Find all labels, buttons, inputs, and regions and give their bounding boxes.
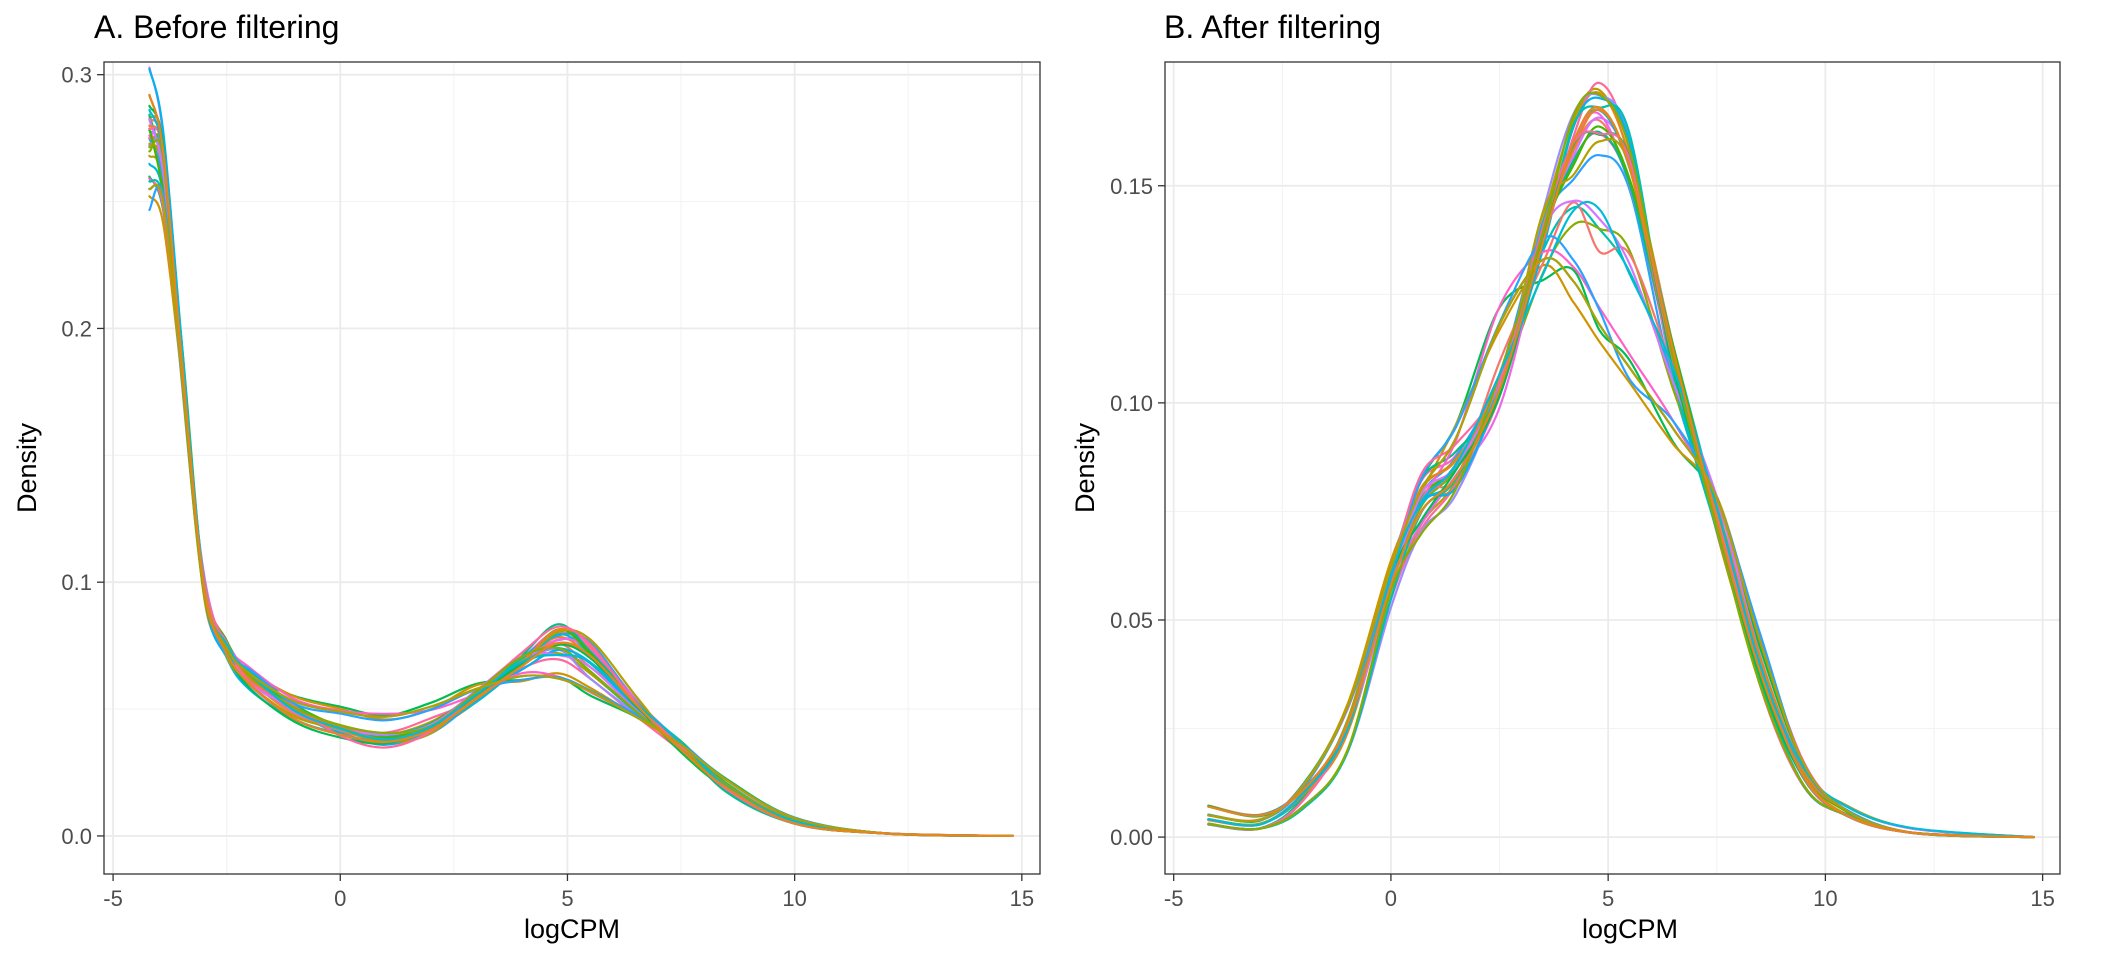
density-line <box>1207 256 2035 839</box>
y-tick-label: 0.3 <box>61 63 92 88</box>
density-line <box>148 115 1014 837</box>
y-axis-title: Density <box>1070 422 1100 513</box>
density-line <box>148 162 1014 837</box>
x-tick-label: 15 <box>2030 886 2054 911</box>
density-line <box>1207 92 2035 839</box>
density-line <box>1207 256 2035 839</box>
density-line <box>148 127 1014 837</box>
density-line <box>1207 90 2035 839</box>
density-line <box>148 154 1014 837</box>
density-line <box>1207 220 2035 839</box>
x-tick-label: 10 <box>1813 886 1837 911</box>
density-line <box>148 183 1014 837</box>
density-line <box>148 134 1014 837</box>
panel-b: B. After filtering -5 0 5 10 15 0.00 0.05 0.10 0… <box>1070 9 2061 944</box>
panel-title: B. After filtering <box>1164 9 1381 45</box>
y-tick-label: 0.0 <box>61 824 92 849</box>
density-line <box>1207 118 2035 839</box>
x-axis-title: logCPM <box>524 914 620 944</box>
density-line <box>148 126 1014 837</box>
x-tick-label: -5 <box>1164 886 1184 911</box>
density-line <box>148 179 1014 837</box>
gridlines <box>104 62 1040 874</box>
y-tick-label: 0.2 <box>61 316 92 341</box>
x-tick-label: 5 <box>1602 886 1614 911</box>
density-line <box>148 133 1014 837</box>
density-line <box>148 113 1014 837</box>
density-line <box>1207 125 2035 839</box>
density-line <box>148 138 1014 837</box>
panel-border <box>103 61 1041 875</box>
density-line <box>1207 105 2035 839</box>
density-line <box>148 137 1014 837</box>
density-line <box>148 138 1014 837</box>
density-lines <box>1207 81 2035 839</box>
density-lines <box>148 66 1014 837</box>
density-line <box>148 142 1014 837</box>
y-tick-label: 0.00 <box>1110 825 1153 850</box>
panel-a: A. Before filtering -5 0 5 10 15 0.0 0.1 0.2 0.3… <box>12 9 1041 944</box>
x-tick-label: -5 <box>103 886 123 911</box>
x-tick-label: 10 <box>782 886 806 911</box>
density-line <box>1207 103 2035 839</box>
y-tick-label: 0.05 <box>1110 608 1153 633</box>
density-line <box>1207 116 2035 839</box>
y-tick-label: 0.10 <box>1110 391 1153 416</box>
axis-ticks: -5 0 5 10 15 0.0 0.1 0.2 0.3 <box>61 63 1034 911</box>
panel-title: A. Before filtering <box>94 9 339 45</box>
y-tick-label: 0.15 <box>1110 174 1153 199</box>
panel-border <box>1164 61 2061 875</box>
density-line <box>1207 105 2035 839</box>
density-line <box>148 177 1014 837</box>
density-line <box>148 66 1014 837</box>
density-line <box>148 127 1014 837</box>
density-line <box>148 183 1014 837</box>
density-line <box>1207 96 2035 839</box>
x-axis-title: logCPM <box>1582 914 1678 944</box>
density-line <box>148 93 1014 837</box>
x-tick-label: 0 <box>1385 886 1397 911</box>
density-line <box>148 144 1014 837</box>
density-line <box>148 175 1014 837</box>
density-line <box>148 124 1014 837</box>
density-line <box>148 118 1014 837</box>
y-axis-title: Density <box>12 422 42 513</box>
y-tick-label: 0.1 <box>61 570 92 595</box>
x-tick-label: 5 <box>561 886 573 911</box>
density-line <box>148 108 1014 837</box>
density-line <box>1207 235 2035 839</box>
density-line <box>148 195 1014 837</box>
x-tick-label: 0 <box>334 886 346 911</box>
density-line <box>1207 87 2035 839</box>
density-line <box>1207 137 2035 839</box>
density-line <box>1207 81 2035 839</box>
axis-ticks: -5 0 5 10 15 0.00 0.05 0.10 0.15 <box>1110 174 2055 911</box>
density-line <box>148 93 1014 837</box>
density-line <box>148 136 1014 837</box>
density-line <box>148 67 1014 837</box>
x-tick-label: 15 <box>1010 886 1034 911</box>
density-line <box>1207 249 2035 839</box>
density-line <box>148 184 1014 837</box>
density-line <box>148 118 1014 837</box>
density-line <box>1207 91 2035 839</box>
gridlines <box>1165 62 2060 874</box>
density-line <box>148 104 1014 837</box>
density-line <box>148 129 1014 837</box>
